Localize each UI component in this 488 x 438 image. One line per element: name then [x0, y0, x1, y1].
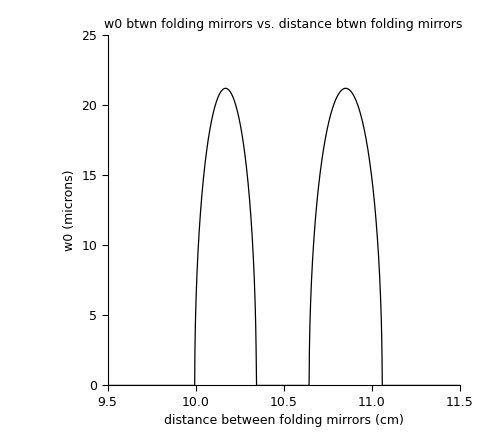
Y-axis label: w0 (microns): w0 (microns): [62, 170, 76, 251]
X-axis label: distance between folding mirrors (cm): distance between folding mirrors (cm): [163, 414, 403, 427]
Title: w0 btwn folding mirrors vs. distance btwn folding mirrors: w0 btwn folding mirrors vs. distance btw…: [104, 18, 462, 31]
